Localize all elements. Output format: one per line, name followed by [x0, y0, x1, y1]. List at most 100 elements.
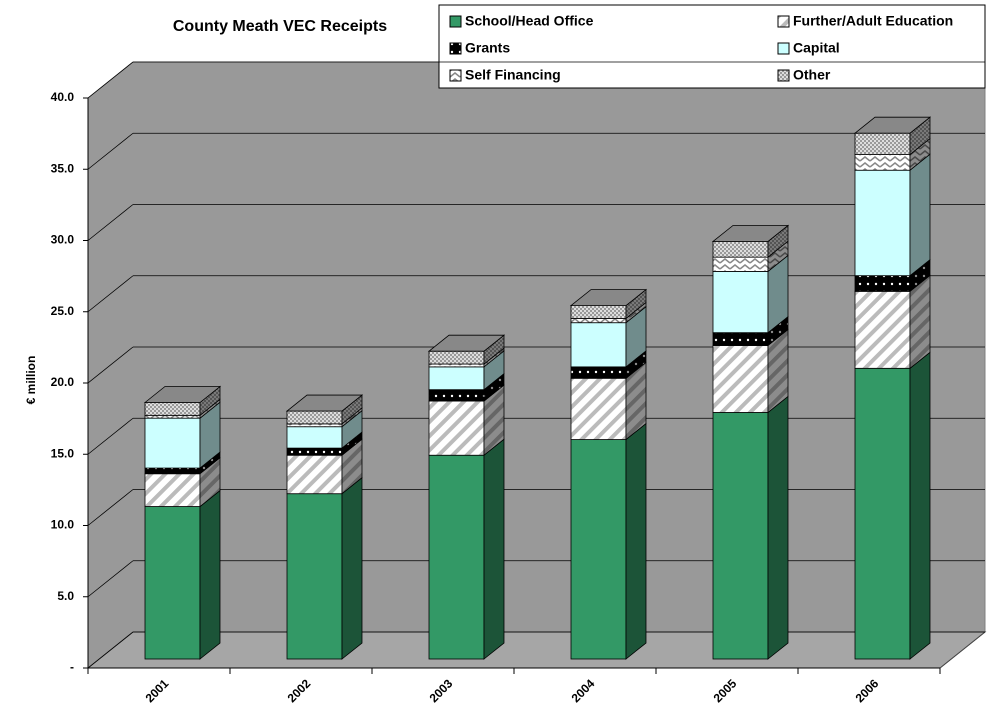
bar-segment — [570, 439, 627, 660]
bar-segment — [428, 363, 485, 368]
bar-side-shade — [768, 241, 788, 272]
legend-label: Grants — [465, 40, 510, 56]
x-tick-label: 2003 — [427, 676, 456, 705]
grid-line — [87, 61, 134, 99]
legend-label: Other — [793, 67, 831, 83]
bar-top — [143, 386, 222, 403]
legend-swatch — [777, 69, 790, 82]
bar-side-shade — [484, 350, 504, 390]
legend-label: Capital — [793, 40, 840, 56]
bar-side-shade — [910, 275, 930, 369]
bar-side-shade — [200, 452, 220, 474]
legend-swatch — [449, 42, 462, 55]
bar-segment — [144, 417, 201, 469]
grid-line — [87, 275, 134, 313]
bar-top — [285, 394, 364, 412]
bar-side-shade — [484, 385, 504, 456]
bar-side-shade — [484, 439, 504, 659]
y-tick-label: 20.0 — [51, 375, 75, 389]
bar-segment — [570, 377, 627, 440]
bar-segment — [144, 473, 201, 507]
bar-side-shade — [342, 410, 362, 449]
bar-side-shade — [910, 154, 930, 276]
bar-segment — [854, 275, 911, 292]
bar-top — [569, 289, 648, 307]
bar-segment — [428, 400, 485, 456]
x-tick-label: 2006 — [853, 676, 882, 705]
bar-segment — [428, 389, 485, 402]
legend-swatch — [449, 69, 462, 82]
bar-segment — [286, 410, 343, 425]
bar-side-shade — [626, 423, 646, 659]
bar-segment — [712, 241, 769, 258]
y-axis-label: € million — [24, 356, 38, 405]
bar-side-shade — [626, 362, 646, 440]
grid-line — [87, 204, 134, 241]
bar-top — [711, 225, 790, 242]
grid-line — [87, 346, 134, 384]
bar-segment — [854, 154, 911, 171]
bar-top — [853, 116, 932, 134]
y-tick-label: 25.0 — [51, 304, 75, 318]
y-tick-label: 15.0 — [51, 446, 75, 460]
y-tick-label: 30.0 — [51, 233, 75, 247]
bar-side-shade — [200, 490, 220, 659]
bar-segment — [854, 367, 911, 660]
y-tick-label: - — [70, 660, 74, 674]
bar-segment — [144, 414, 201, 419]
bar-side-shade — [626, 306, 646, 367]
bar-side-shade — [342, 407, 362, 427]
bar-segment — [286, 426, 343, 449]
bar-segment — [286, 423, 343, 428]
bar-segment — [286, 447, 343, 456]
bar-segment — [144, 402, 201, 416]
bar-side-shade — [768, 329, 788, 413]
bar-side-shade — [484, 373, 504, 402]
bar-side-shade — [910, 138, 930, 171]
bar-segment — [712, 256, 769, 272]
legend-label: School/Head Office — [465, 13, 594, 29]
bar-segment — [428, 454, 485, 660]
grid-line — [87, 560, 134, 598]
grid-line — [87, 489, 134, 526]
bar-segment — [570, 318, 627, 324]
bar-side-shade — [484, 335, 504, 365]
x-tick-label: 2001 — [143, 676, 172, 705]
bar-side-shade — [626, 350, 646, 379]
bar-segment — [712, 345, 769, 413]
bar-side-shade — [342, 477, 362, 659]
y-tick-label: 10.0 — [51, 518, 75, 532]
bar-segment — [854, 169, 911, 277]
legend-swatch — [777, 15, 790, 28]
bar-segment — [570, 366, 627, 379]
bar-side-shade — [626, 289, 646, 319]
bar-segment — [854, 290, 911, 369]
bar-side-shade — [626, 302, 646, 323]
bar-segment — [712, 270, 769, 334]
bar-top — [427, 334, 506, 352]
bar-segment — [854, 132, 911, 155]
bar-side-shade — [768, 316, 788, 346]
y-tick-label: 40.0 — [51, 90, 75, 104]
grid-line — [87, 631, 134, 669]
plot-area — [86, 61, 987, 669]
bar-side-shade — [200, 399, 220, 419]
bar-segment — [286, 493, 343, 660]
x-tick-label: 2002 — [285, 676, 314, 705]
chart-title: County Meath VEC Receipts — [173, 18, 387, 35]
legend-label: Self Financing — [465, 67, 561, 83]
bar-segment — [428, 350, 485, 365]
bar-side-shade — [342, 395, 362, 424]
x-tick-label: 2004 — [569, 676, 598, 705]
bar-side-shade — [200, 402, 220, 469]
legend-label: Further/Adult Education — [793, 13, 953, 29]
bar-side-shade — [200, 386, 220, 416]
grid-line — [87, 132, 134, 170]
grid-line — [87, 417, 134, 455]
bar-side-shade — [910, 117, 930, 155]
y-tick-label: 5.0 — [57, 589, 74, 603]
bar-segment — [712, 332, 769, 346]
bar-side-shade — [768, 255, 788, 333]
bar-segment — [570, 322, 627, 368]
